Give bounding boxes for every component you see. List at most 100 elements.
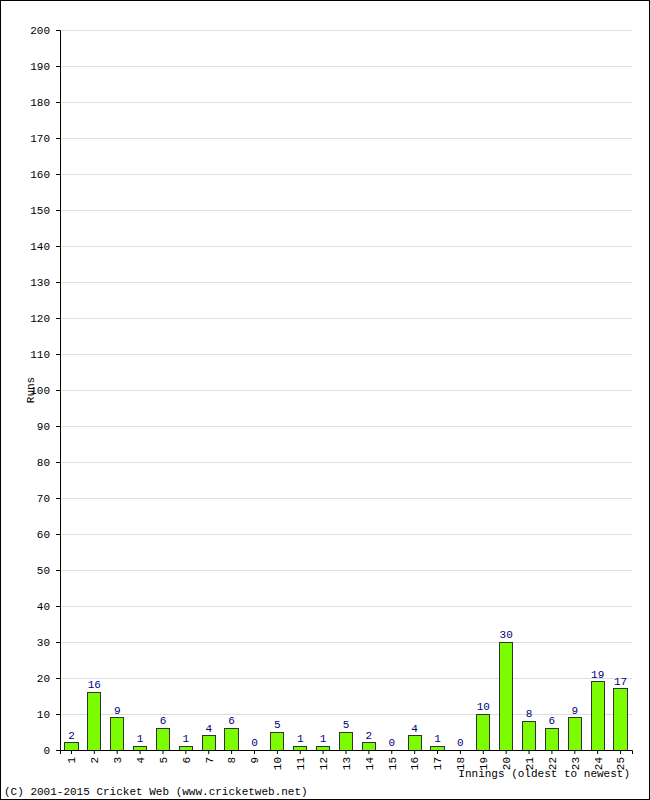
outer-frame <box>1 1 650 800</box>
y-tick: 130 <box>30 277 60 289</box>
y-tick-mark <box>56 282 60 283</box>
chart-svg: 2169161460511520410103086919170102030405… <box>0 0 650 800</box>
data-label: 10 <box>477 701 490 713</box>
y-tick-mark <box>56 138 60 139</box>
y-tick: 20 <box>37 673 60 685</box>
x-tick-mark <box>391 750 392 754</box>
x-tick: 11 <box>295 750 307 770</box>
y-axis-line <box>56 31 61 751</box>
data-label: 1 <box>320 733 327 745</box>
bar <box>156 728 169 750</box>
y-tick: 50 <box>37 565 60 577</box>
bar <box>248 750 261 751</box>
x-tick-mark <box>162 750 163 754</box>
x-tick-label: 15 <box>387 757 399 770</box>
x-tick-mark <box>620 750 621 754</box>
bar <box>225 728 238 750</box>
y-tick-mark <box>56 102 60 103</box>
y-tick-label: 10 <box>37 709 50 721</box>
data-label: 6 <box>160 715 167 727</box>
data-label: 1 <box>297 733 304 745</box>
y-tick: 170 <box>30 133 60 145</box>
x-tick: 8 <box>226 750 238 764</box>
x-axis-title: Innings (oldest to newest) <box>458 768 630 780</box>
grid-line <box>60 534 632 535</box>
x-tick: 16 <box>409 750 421 770</box>
y-tick: 80 <box>37 457 60 469</box>
y-tick: 60 <box>37 529 60 541</box>
grid-line <box>60 606 632 607</box>
y-tick: 160 <box>30 169 60 181</box>
data-label: 0 <box>457 737 464 749</box>
y-tick-label: 70 <box>37 493 50 505</box>
bar <box>408 736 421 750</box>
y-tick-label: 190 <box>30 61 50 73</box>
bar <box>133 746 146 750</box>
data-label: 1 <box>137 733 144 745</box>
x-tick-label: 5 <box>158 757 170 764</box>
grid-line <box>60 102 632 103</box>
bar <box>88 692 101 750</box>
grid-line <box>60 66 632 67</box>
data-label: 0 <box>251 737 258 749</box>
y-tick: 10 <box>37 709 60 721</box>
x-tick-label: 9 <box>249 757 261 764</box>
data-label: 2 <box>68 730 75 742</box>
bar <box>294 746 307 750</box>
y-tick-mark <box>56 750 60 751</box>
y-tick: 120 <box>30 313 60 325</box>
grid-line <box>60 678 632 679</box>
x-tick-mark <box>71 750 72 754</box>
x-tick-mark <box>551 750 552 754</box>
x-tick-label: 7 <box>204 757 216 764</box>
y-tick-mark <box>56 426 60 427</box>
x-tick-mark <box>414 750 415 754</box>
y-tick-label: 30 <box>37 637 50 649</box>
data-label: 0 <box>388 737 395 749</box>
y-tick-mark <box>56 318 60 319</box>
x-tick-label: 16 <box>409 757 421 770</box>
y-tick: 0 <box>43 745 60 757</box>
bar <box>362 743 375 750</box>
x-tick: 10 <box>272 750 284 770</box>
data-label: 6 <box>549 715 556 727</box>
y-axis-title: Runs <box>25 377 37 403</box>
y-tick-label: 40 <box>37 601 50 613</box>
x-tick-mark <box>597 750 598 754</box>
plot: 2169161460511520410103086919170102030405… <box>30 25 632 770</box>
bar <box>614 689 627 750</box>
x-tick-label: 17 <box>432 757 444 770</box>
y-tick: 200 <box>30 25 60 37</box>
y-tick: 40 <box>37 601 60 613</box>
y-tick-mark <box>56 534 60 535</box>
y-tick-label: 60 <box>37 529 50 541</box>
x-tick: 4 <box>135 750 147 764</box>
grid-line <box>60 318 632 319</box>
x-tick-mark <box>300 750 301 754</box>
y-tick-label: 110 <box>30 349 50 361</box>
y-tick-mark <box>56 66 60 67</box>
x-tick: 3 <box>112 750 124 764</box>
y-tick-label: 130 <box>30 277 50 289</box>
x-tick-mark <box>437 750 438 754</box>
bar <box>65 743 78 750</box>
x-tick-label: 1 <box>66 757 78 764</box>
x-tick: 14 <box>364 750 376 770</box>
x-tick-mark <box>529 750 530 754</box>
grid-line <box>60 210 632 211</box>
x-tick-mark <box>506 750 507 754</box>
y-tick-label: 120 <box>30 313 50 325</box>
y-tick-label: 180 <box>30 97 50 109</box>
annotations: (C) 2001-2015 Cricket Web (www.cricketwe… <box>4 786 308 798</box>
grid-line <box>60 426 632 427</box>
data-label: 5 <box>343 719 350 731</box>
x-tick: 17 <box>432 750 444 770</box>
y-tick-mark <box>56 174 60 175</box>
x-tick-mark <box>368 750 369 754</box>
data-label: 19 <box>591 669 604 681</box>
data-label: 30 <box>500 629 513 641</box>
x-tick-mark <box>277 750 278 754</box>
x-tick-label: 8 <box>226 757 238 764</box>
x-tick-mark <box>208 750 209 754</box>
x-tick: 5 <box>158 750 170 764</box>
